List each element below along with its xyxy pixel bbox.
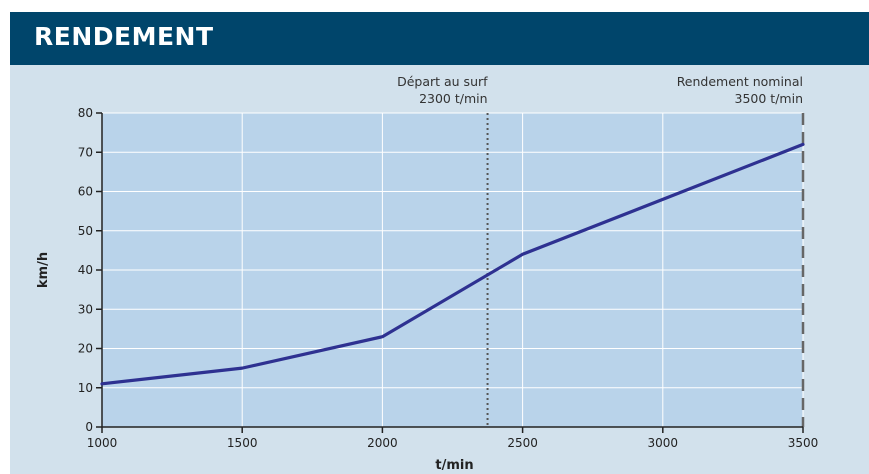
- x-tick-label: 2500: [507, 436, 538, 450]
- x-tick-label: 2000: [367, 436, 398, 450]
- chart-heading: RENDEMENT: [34, 22, 214, 51]
- y-tick-label: 20: [78, 342, 93, 356]
- annotation-label: Rendement nominal: [677, 74, 803, 89]
- y-tick-label: 50: [78, 224, 93, 238]
- x-tick-label: 1500: [227, 436, 258, 450]
- y-tick-label: 10: [78, 381, 93, 395]
- y-tick-label: 40: [78, 263, 93, 277]
- y-tick-label: 30: [78, 302, 93, 316]
- y-tick-label: 70: [78, 145, 93, 159]
- y-tick-label: 60: [78, 185, 93, 199]
- x-tick-label: 3500: [788, 436, 819, 450]
- header-bar: RENDEMENT: [10, 12, 869, 65]
- x-axis-label: t/min: [435, 458, 473, 473]
- annotation-label: 2300 t/min: [419, 91, 487, 106]
- y-tick-label: 80: [78, 106, 93, 120]
- y-axis-label: km/h: [36, 252, 51, 288]
- series-line: [100, 142, 805, 386]
- x-tick-label: 1000: [87, 436, 118, 450]
- x-tick-label: 3000: [648, 436, 679, 450]
- y-tick-label: 0: [85, 420, 93, 434]
- annotation-label: Départ au surf: [397, 74, 488, 89]
- annotation-label: 3500 t/min: [735, 91, 803, 106]
